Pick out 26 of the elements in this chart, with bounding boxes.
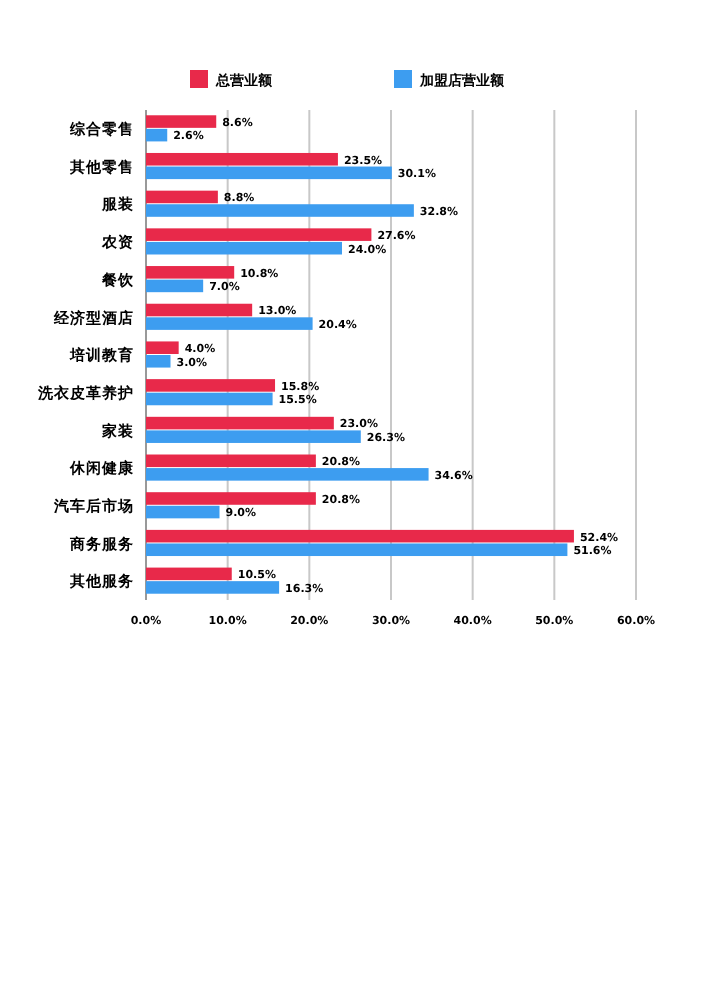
bar <box>146 152 338 166</box>
bar <box>146 581 280 594</box>
bar <box>146 341 179 354</box>
bar <box>146 392 273 406</box>
bar <box>146 279 204 293</box>
bar <box>146 529 574 543</box>
bar <box>146 430 361 443</box>
bar <box>146 379 276 392</box>
bar <box>146 505 220 519</box>
bar <box>146 355 171 368</box>
bar <box>146 317 313 330</box>
bar <box>146 543 568 557</box>
bar <box>146 303 253 317</box>
bar <box>146 115 217 128</box>
bar <box>146 190 218 204</box>
bar <box>146 241 342 255</box>
bar <box>146 204 414 217</box>
bar <box>146 567 232 581</box>
bar <box>146 454 316 468</box>
bar <box>146 468 429 481</box>
bar <box>146 416 334 430</box>
bar <box>146 228 372 241</box>
bar <box>146 128 168 142</box>
bar <box>146 492 316 505</box>
bar <box>146 166 392 180</box>
bar <box>146 266 235 279</box>
